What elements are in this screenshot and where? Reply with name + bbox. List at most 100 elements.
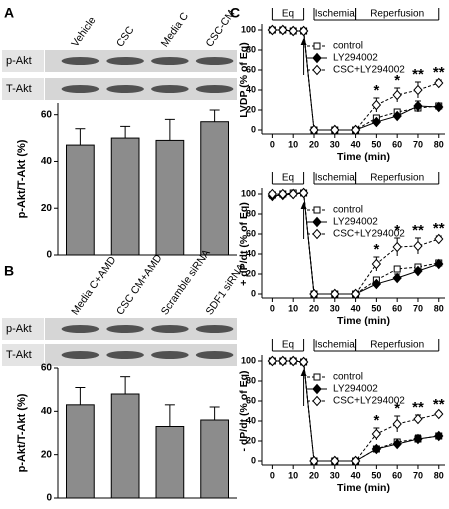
- phase-label: Ischemia: [315, 9, 355, 20]
- significance-label: **: [433, 64, 445, 81]
- y-tick-label: 80: [246, 375, 256, 385]
- blot-label: p-Akt: [6, 55, 32, 67]
- blot-band: [106, 351, 144, 359]
- x-axis-label: Time (min): [337, 315, 390, 327]
- significance-label: **: [412, 66, 424, 83]
- marker: [330, 124, 340, 136]
- marker: [288, 25, 298, 37]
- marker: [434, 430, 444, 442]
- y-tick-label: 20: [41, 203, 53, 214]
- marker: [392, 272, 402, 284]
- marker: [350, 124, 361, 136]
- x-tick-label: 20: [309, 139, 319, 149]
- marker: [413, 433, 423, 445]
- y-tick-label: 20: [246, 268, 256, 278]
- blot-band: [106, 325, 144, 333]
- blot-label: p-Akt: [6, 323, 32, 335]
- panel-letter: C: [230, 5, 240, 21]
- phase-label: Ischemia: [315, 173, 355, 184]
- x-axis-label: Time (min): [337, 482, 390, 494]
- y-tick-label: 100: [241, 24, 256, 34]
- blot-band: [61, 57, 100, 65]
- legend-label: CSC+LY294002: [333, 229, 405, 240]
- y-axis-label: p-Akt/T-Akt (%): [16, 139, 28, 218]
- marker: [278, 188, 288, 200]
- bar: [66, 144, 95, 256]
- y-tick-label: 40: [246, 248, 256, 258]
- legend-label: LY294002: [333, 384, 378, 395]
- x-tick-label: 30: [330, 139, 340, 149]
- x-tick-label: 70: [413, 470, 423, 480]
- phase-label: Eq: [282, 9, 294, 20]
- x-tick-label: 10: [288, 303, 298, 313]
- y-tick-label: 100: [241, 355, 256, 365]
- marker: [434, 233, 444, 245]
- x-tick-label: 80: [434, 303, 444, 313]
- y-tick-label: 40: [41, 156, 53, 167]
- bar: [200, 419, 229, 499]
- x-tick-label: 50: [371, 470, 381, 480]
- category-label: Scramble siRNA: [159, 247, 213, 317]
- blot-band: [151, 57, 189, 65]
- marker: [267, 355, 278, 367]
- arrow-head: [300, 38, 307, 45]
- y-tick-label: 0: [251, 288, 256, 298]
- x-tick-label: 70: [413, 139, 423, 149]
- y-tick-label: 80: [246, 208, 256, 218]
- arrow-head: [300, 369, 307, 376]
- legend-marker: [312, 395, 322, 407]
- y-tick-label: 60: [246, 395, 256, 405]
- significance-label: **: [412, 399, 424, 416]
- marker: [434, 408, 444, 420]
- blot-band: [195, 325, 234, 333]
- x-tick-label: 30: [330, 303, 340, 313]
- blot-band: [151, 351, 189, 359]
- panel-letter: B: [4, 263, 14, 279]
- marker: [267, 188, 278, 200]
- y-tick-label: 20: [246, 104, 256, 114]
- marker: [371, 428, 382, 440]
- significance-label: **: [412, 222, 424, 239]
- legend-label: LY294002: [333, 217, 378, 228]
- category-label: CSC: [114, 24, 137, 49]
- legend-marker: [312, 64, 322, 76]
- y-tick-label: 40: [246, 415, 256, 425]
- marker: [288, 355, 298, 367]
- legend-marker: [313, 42, 321, 50]
- x-tick-label: 0: [270, 139, 275, 149]
- blot-label: T-Akt: [6, 349, 32, 361]
- y-tick-label: 60: [41, 109, 53, 120]
- x-tick-label: 50: [371, 303, 381, 313]
- x-tick-label: 40: [351, 139, 361, 149]
- y-tick-label: 0: [46, 493, 52, 504]
- marker: [298, 25, 309, 37]
- marker: [288, 188, 298, 200]
- significance-label: *: [394, 72, 400, 89]
- x-tick-label: 80: [434, 470, 444, 480]
- blot-band: [195, 57, 234, 65]
- marker: [393, 265, 401, 273]
- x-tick-label: 60: [392, 139, 402, 149]
- marker: [371, 258, 382, 270]
- legend-marker: [312, 52, 322, 64]
- blot-label-box: [2, 78, 44, 100]
- legend-marker: [313, 206, 321, 214]
- blot-label-box: [2, 318, 44, 340]
- marker: [392, 241, 402, 253]
- significance-label: *: [394, 400, 400, 417]
- phase-label: Ischemia: [315, 340, 355, 351]
- legend-label: control: [333, 205, 363, 216]
- category-label: Media C: [159, 10, 191, 49]
- y-tick-label: 40: [41, 406, 53, 417]
- y-tick-label: 60: [41, 363, 53, 374]
- marker: [330, 455, 340, 467]
- significance-label: *: [373, 241, 379, 258]
- significance-label: *: [373, 82, 379, 99]
- marker: [350, 288, 361, 300]
- marker: [413, 413, 423, 425]
- blot-label-box: [2, 50, 44, 72]
- blot-label: T-Akt: [6, 83, 32, 95]
- phase-label: Reperfusion: [370, 9, 424, 20]
- blot-band: [106, 85, 144, 93]
